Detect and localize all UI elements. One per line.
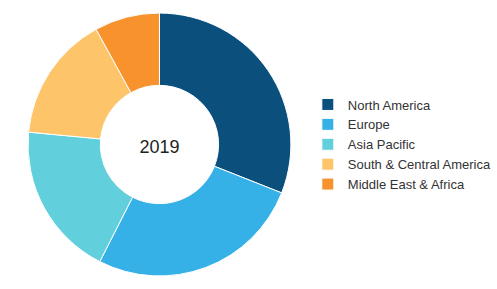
svg-text:South & Central America: South & Central America [348,157,491,172]
svg-text:Asia Pacific: Asia Pacific [348,137,416,152]
svg-text:Middle East & Africa: Middle East & Africa [348,177,465,192]
svg-text:North America: North America [348,98,431,113]
svg-text:Europe: Europe [348,117,390,132]
svg-text:2019: 2019 [139,137,179,157]
